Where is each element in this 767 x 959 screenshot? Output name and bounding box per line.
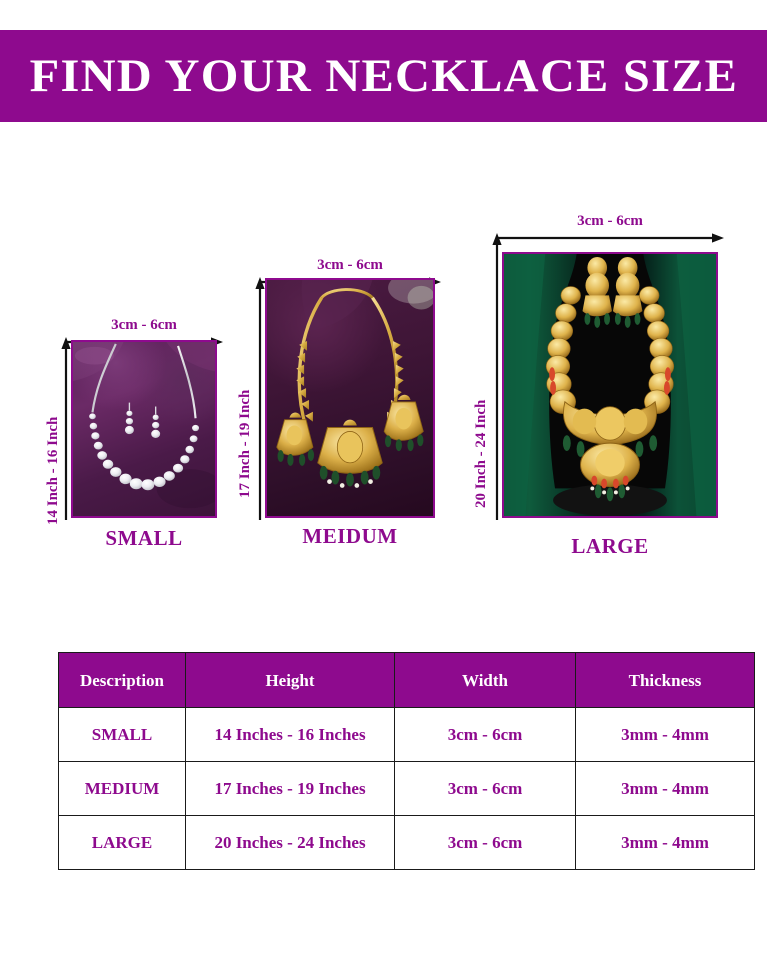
cell-thickness: 3mm - 4mm	[575, 707, 755, 762]
cell-height: 14 Inches - 16 Inches	[185, 707, 395, 762]
page-title: FIND YOUR NECKLACE SIZE	[29, 49, 738, 102]
size-comparison-section: 3cm - 6cm 14 Inch - 16 Inch	[0, 122, 767, 632]
small-width-label: 3cm - 6cm	[111, 317, 177, 333]
column-header-description: Description	[58, 652, 186, 708]
large-width-arrow	[498, 233, 724, 243]
cell-width: 3cm - 6cm	[394, 761, 576, 816]
cell-description: MEDIUM	[58, 761, 186, 816]
cell-height: 17 Inches - 19 Inches	[185, 761, 395, 816]
large-height-label: 20 Inch - 24 Inch	[473, 399, 489, 508]
medium-height-arrow	[255, 277, 265, 520]
header-banner: FIND YOUR NECKLACE SIZE	[0, 30, 767, 122]
caption-large: LARGE	[571, 534, 649, 558]
caption-medium: MEIDUM	[302, 524, 398, 548]
cell-description: SMALL	[58, 707, 186, 762]
photo-small-necklace	[71, 340, 217, 518]
medium-height-label: 17 Inch - 19 Inch	[237, 389, 253, 498]
cell-width: 3cm - 6cm	[394, 815, 576, 870]
table-row: SMALL 14 Inches - 16 Inches 3cm - 6cm 3m…	[58, 707, 755, 762]
medium-necklace-illustration	[276, 280, 433, 488]
medium-width-label: 3cm - 6cm	[317, 257, 383, 273]
photo-medium-necklace	[265, 278, 435, 518]
cell-thickness: 3mm - 4mm	[575, 761, 755, 816]
small-necklace-illustration	[73, 342, 215, 509]
size-chart-table: Description Height Width Thickness SMALL…	[58, 652, 755, 870]
column-header-height: Height	[185, 652, 395, 708]
cell-width: 3cm - 6cm	[394, 707, 576, 762]
photo-large-necklace	[502, 252, 718, 518]
cell-thickness: 3mm - 4mm	[575, 815, 755, 870]
cell-height: 20 Inches - 24 Inches	[185, 815, 395, 870]
column-header-width: Width	[394, 652, 576, 708]
column-header-thickness: Thickness	[575, 652, 755, 708]
cell-description: LARGE	[58, 815, 186, 870]
small-height-label: 14 Inch - 16 Inch	[45, 416, 61, 525]
table-row: MEDIUM 17 Inches - 19 Inches 3cm - 6cm 3…	[58, 761, 755, 816]
caption-small: SMALL	[105, 526, 183, 550]
table-row: LARGE 20 Inches - 24 Inches 3cm - 6cm 3m…	[58, 815, 755, 870]
large-necklace-illustration	[504, 254, 716, 516]
table-header-row: Description Height Width Thickness	[58, 652, 755, 708]
large-height-arrow	[492, 233, 502, 520]
large-width-label: 3cm - 6cm	[577, 213, 643, 229]
small-height-arrow	[61, 337, 71, 520]
